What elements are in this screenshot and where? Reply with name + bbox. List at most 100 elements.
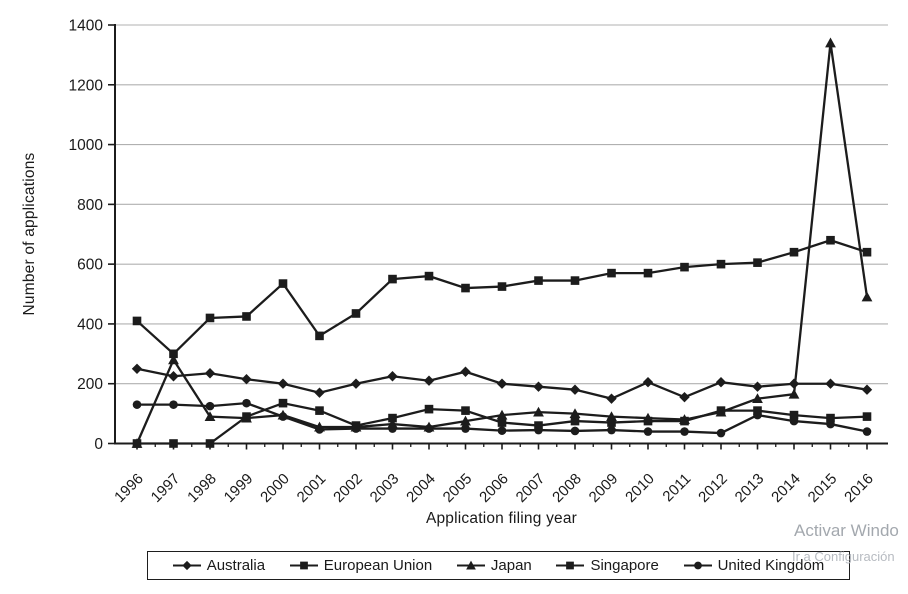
x-tick-label: 2016 [841, 470, 877, 506]
marker [169, 349, 178, 359]
marker [825, 378, 836, 389]
marker [388, 413, 397, 423]
legend-label: Japan [490, 557, 532, 574]
legend-item-european-union: European Union [289, 557, 432, 574]
marker [570, 416, 580, 426]
marker [242, 312, 251, 321]
legend-label: United Kingdom [717, 557, 825, 574]
legend-item-united-kingdom: United Kingdom [683, 557, 825, 574]
marker [862, 427, 872, 436]
marker [350, 378, 362, 389]
marker [461, 406, 470, 415]
marker [566, 561, 575, 570]
marker [388, 274, 397, 284]
marker [168, 371, 179, 382]
x-tick-label: 2004 [403, 470, 439, 506]
marker [693, 561, 702, 570]
marker [716, 428, 726, 438]
x-tick-label: 2010 [622, 470, 658, 506]
marker [607, 418, 616, 427]
marker [788, 388, 800, 399]
x-tick-label: 2006 [476, 470, 512, 506]
marker [534, 276, 543, 285]
x-tick-label: 1999 [221, 470, 257, 506]
marker [132, 316, 142, 326]
x-tick-label: 2008 [549, 470, 585, 506]
marker [315, 406, 324, 415]
marker [241, 374, 252, 385]
x-tick-label: 2001 [294, 470, 330, 506]
marker [460, 366, 471, 377]
marker [460, 415, 471, 426]
square-icon [556, 561, 585, 570]
marker [314, 387, 325, 398]
square-icon [289, 561, 318, 570]
marker [299, 561, 308, 570]
marker [496, 378, 508, 389]
marker [861, 291, 873, 302]
marker [861, 384, 873, 395]
legend-item-japan: Japan [456, 557, 532, 574]
marker [862, 412, 872, 421]
marker [132, 400, 142, 409]
x-tick-label: 2011 [659, 470, 694, 505]
y-tick-label: 1000 [69, 137, 104, 154]
x-tick-label: 1996 [111, 470, 147, 506]
x-tick-label: 1998 [184, 470, 220, 506]
x-tick-label: 2009 [586, 470, 622, 506]
x-tick-label: 2013 [732, 470, 768, 506]
marker [315, 331, 324, 341]
marker [424, 271, 434, 281]
marker [825, 37, 836, 48]
diamond-icon [172, 560, 201, 571]
marker [826, 235, 835, 245]
marker [204, 368, 216, 379]
marker [753, 258, 762, 267]
x-tick-label: 2005 [440, 470, 476, 506]
marker [204, 411, 216, 421]
marker [205, 313, 215, 323]
marker [570, 276, 580, 285]
x-tick-label: 2000 [257, 470, 293, 506]
x-tick-label: 2014 [768, 470, 804, 506]
marker [643, 268, 653, 278]
marker [315, 425, 324, 434]
marker [607, 268, 616, 278]
marker [131, 363, 143, 374]
y-tick-label: 1400 [69, 18, 104, 35]
marker [388, 424, 397, 433]
y-tick-label: 200 [77, 376, 103, 393]
marker [570, 426, 580, 436]
marker [387, 371, 398, 382]
marker [642, 377, 654, 388]
watermark-line-2: Ir a Configuración [792, 549, 895, 564]
watermark-line-1: Activar Windo [794, 521, 899, 540]
y-tick-label: 1200 [69, 77, 104, 94]
y-axis-title: Number of applications [21, 152, 38, 316]
marker [680, 427, 689, 436]
marker [826, 413, 835, 423]
marker [497, 418, 507, 427]
marker [789, 416, 799, 426]
marker [466, 560, 476, 570]
marker [715, 377, 727, 388]
marker [679, 391, 690, 403]
marker [424, 424, 434, 433]
marker [533, 406, 544, 417]
x-axis-title: Application filing year [425, 510, 578, 527]
marker [496, 409, 508, 420]
series-european-union [132, 235, 872, 359]
marker [242, 412, 251, 421]
series-united-kingdom [132, 398, 872, 438]
marker [242, 398, 251, 408]
marker [424, 404, 434, 414]
y-tick-label: 600 [77, 257, 103, 274]
marker [607, 425, 616, 435]
series-line [136, 239, 868, 356]
legend-label: Singapore [590, 557, 659, 574]
x-tick-label: 1997 [148, 470, 184, 506]
marker [569, 384, 581, 395]
marker [182, 560, 192, 571]
marker [680, 262, 689, 272]
